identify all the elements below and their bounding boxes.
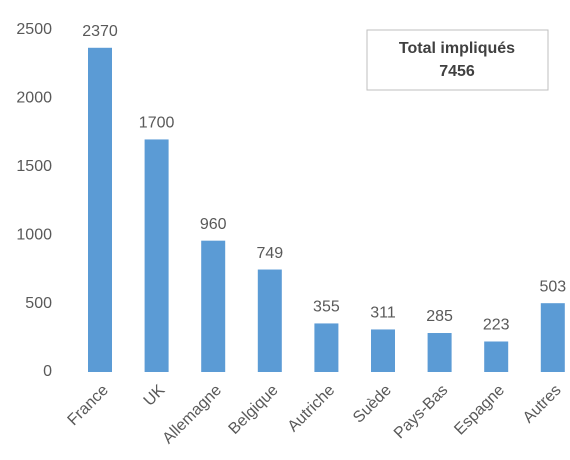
y-tick-label: 2500 <box>16 21 52 38</box>
data-label: 285 <box>426 308 453 325</box>
x-tick-label: Autriche <box>285 382 339 436</box>
data-label: 749 <box>256 245 283 262</box>
y-tick-label: 0 <box>43 363 52 380</box>
x-tick-label: France <box>65 382 112 429</box>
x-tick-label: UK <box>141 382 169 410</box>
data-label: 1700 <box>139 115 175 132</box>
data-label: 960 <box>200 216 227 233</box>
bar <box>201 240 226 372</box>
data-label: 311 <box>370 305 396 322</box>
annotation-value: 7456 <box>439 63 475 80</box>
y-tick-label: 1500 <box>16 158 52 175</box>
annotation-label: Total impliqués <box>399 40 515 57</box>
x-tick-label: Autres <box>520 382 565 427</box>
y-tick-label: 2000 <box>16 90 52 107</box>
x-tick-label: Espagne <box>451 382 508 439</box>
y-tick-label: 1000 <box>16 226 52 243</box>
x-tick-label: Pays-Bas <box>391 382 451 442</box>
x-tick-label: Suède <box>350 382 395 427</box>
x-tick-label: Allemagne <box>160 382 226 448</box>
bar <box>257 269 282 372</box>
bar <box>88 47 112 373</box>
data-label: 503 <box>539 278 566 295</box>
data-label: 2370 <box>82 23 118 40</box>
x-tick-label: Belgique <box>226 382 282 438</box>
data-label: 355 <box>313 299 340 316</box>
bar <box>540 303 565 372</box>
bar <box>144 139 169 372</box>
data-label: 223 <box>483 317 510 334</box>
bar <box>314 323 339 372</box>
bar <box>484 341 509 372</box>
y-tick-label: 500 <box>25 295 52 312</box>
annotation-box <box>366 29 549 91</box>
bar <box>427 333 452 372</box>
bar <box>371 329 395 372</box>
